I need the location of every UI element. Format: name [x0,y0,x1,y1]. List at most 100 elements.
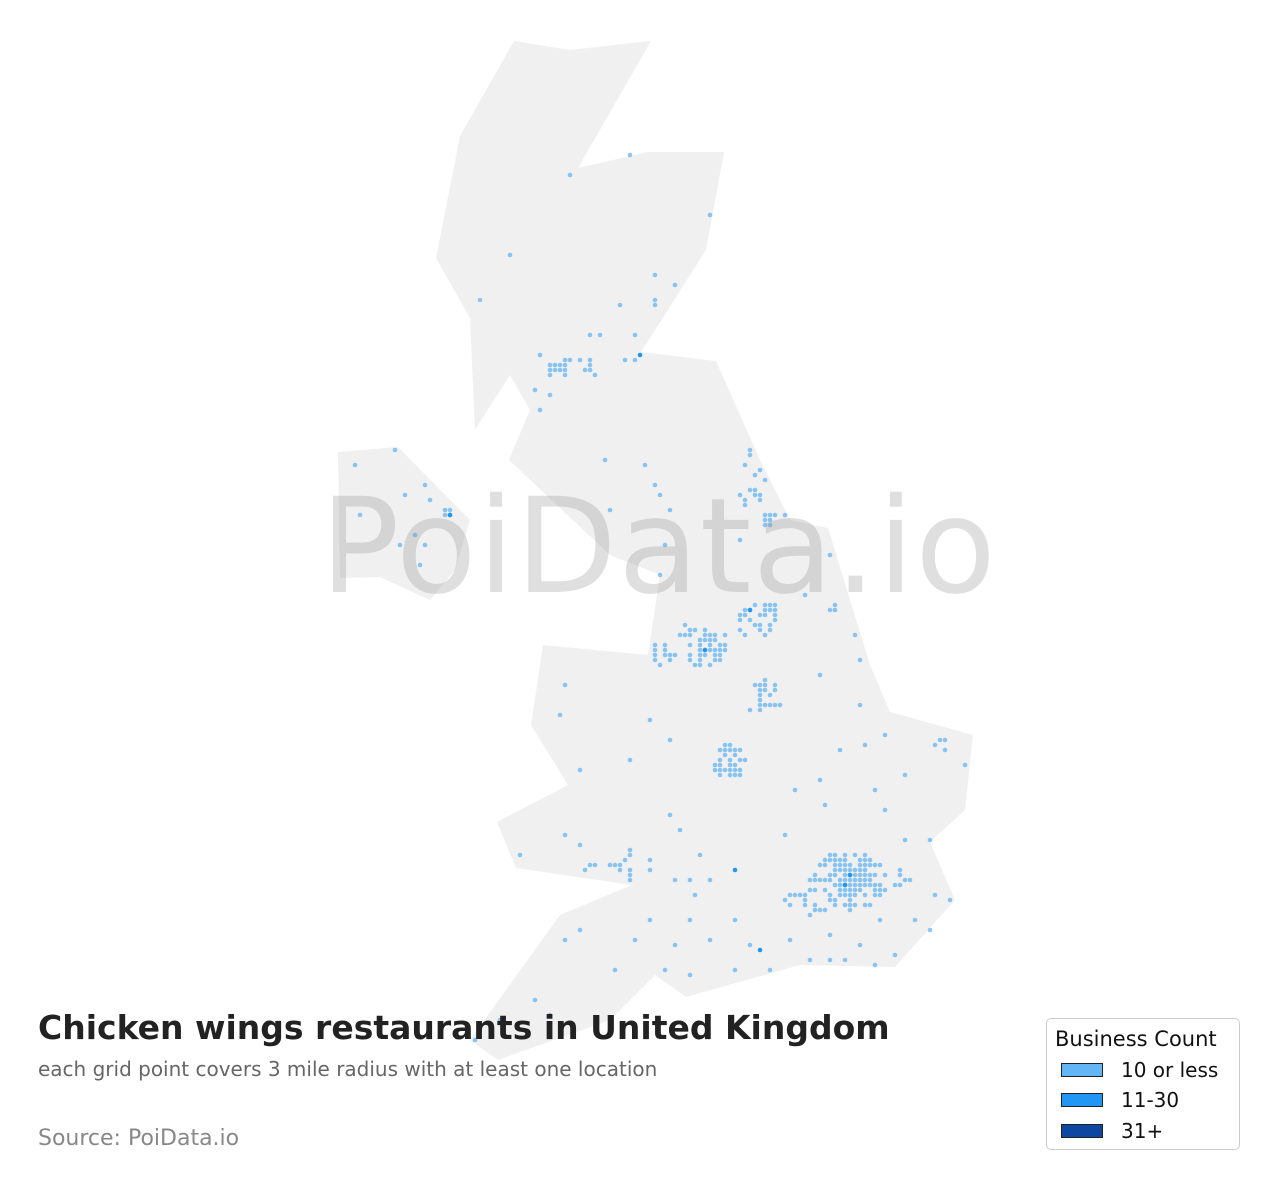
grid-point [717,657,723,663]
grid-point [422,542,428,548]
grid-point [722,642,728,648]
grid-point [657,572,663,578]
grid-point [477,297,483,303]
grid-point [747,447,753,453]
grid-point [802,902,808,908]
grid-point [772,602,778,608]
grid-point [822,877,828,883]
grid-point-dense [842,882,848,888]
grid-point [712,767,718,773]
grid-point [897,882,903,888]
grid-point [752,472,758,478]
grid-point [622,857,628,863]
grid-point [647,717,653,723]
grid-point [712,637,718,643]
grid-point [757,627,763,633]
grid-point [797,892,803,898]
grid-point [842,892,848,898]
grid-point [722,647,728,653]
grid-point [682,622,688,628]
grid-point [882,887,888,893]
grid-point [737,767,743,773]
grid-point [732,917,738,923]
grid-point [727,742,733,748]
grid-point [827,957,833,963]
legend-swatch [1061,1063,1103,1077]
grid-point [677,827,683,833]
grid-point [817,877,823,883]
grid-point [847,887,853,893]
grid-point [772,612,778,618]
grid-point [757,612,763,618]
grid-point [737,612,743,618]
grid-point [852,882,858,888]
grid-point [557,712,563,718]
legend-item-low: 10 or less [1061,1058,1218,1082]
grid-point [517,852,523,858]
grid-point [882,807,888,813]
grid-point [757,497,763,503]
grid-point [832,867,838,873]
grid-point [717,757,723,763]
grid-point [752,492,758,498]
grid-point [822,802,828,808]
grid-point [847,897,853,903]
grid-point [757,692,763,698]
grid-point [547,367,553,373]
grid-point [592,372,598,378]
grid-point [532,387,538,393]
grid-point [562,682,568,688]
grid-point [667,657,673,663]
grid-point [757,682,763,688]
grid-point [577,927,583,933]
grid-point [877,887,883,893]
grid-point [687,877,693,883]
grid-point [862,877,868,883]
grid-point [767,517,773,523]
grid-point [902,772,908,778]
grid-point [537,352,543,358]
grid-point [802,892,808,898]
grid-point [877,862,883,868]
grid-point [962,762,968,768]
grid-point [812,877,818,883]
grid-point [412,532,418,538]
grid-point [807,912,813,918]
grid-point [812,902,818,908]
grid-point [727,757,733,763]
grid-point [712,647,718,653]
grid-point [827,552,833,558]
grid-point [752,682,758,688]
grid-point [632,332,638,338]
grid-point [692,662,698,668]
grid-point [652,657,658,663]
grid-point [792,787,798,793]
grid-point [747,707,753,713]
grid-point [772,702,778,708]
grid-point [697,647,703,653]
grid-point [862,872,868,878]
grid-point [767,602,773,608]
grid-point [702,632,708,638]
grid-point [832,852,838,858]
grid-point [657,492,663,498]
grid-point [417,562,423,568]
grid-point [547,1012,553,1018]
grid-point [737,537,743,543]
grid-point [837,867,843,873]
grid-point [357,512,363,518]
grid-point [782,832,788,838]
grid-point [832,902,838,908]
grid-point [852,632,858,638]
grid-point [812,907,818,913]
grid-point [677,632,683,638]
grid-point [897,867,903,873]
grid-point [742,612,748,618]
grid-point [712,657,718,663]
grid-point [717,647,723,653]
grid-point [842,862,848,868]
grid-point [737,772,743,778]
grid-point [857,857,863,863]
grid-point [662,542,668,548]
grid-point [442,512,448,518]
